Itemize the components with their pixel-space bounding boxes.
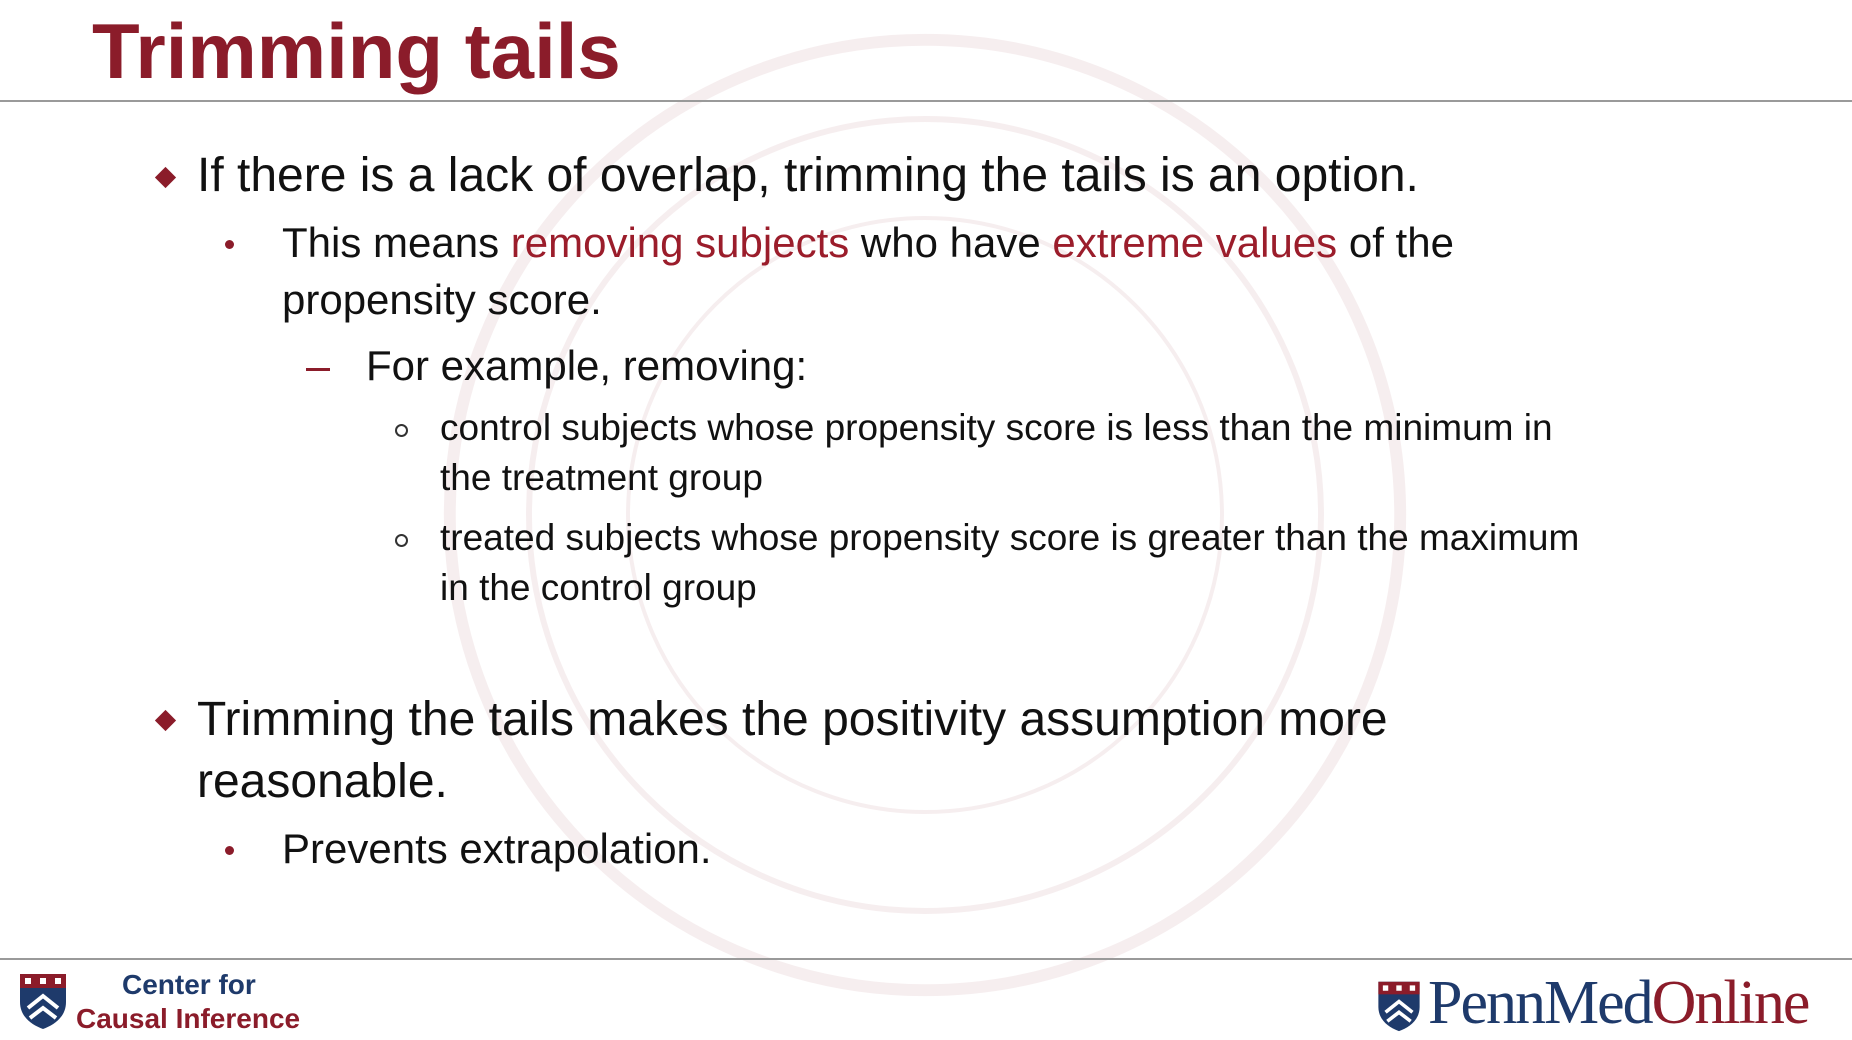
bullet-1-sub-line-2: propensity score. bbox=[282, 276, 602, 323]
slide-title: Trimming tails bbox=[92, 7, 621, 95]
highlight-extreme-values: extreme values bbox=[1052, 219, 1338, 266]
pmo-part-1: PennMed bbox=[1428, 969, 1654, 1037]
dot-bullet-icon bbox=[225, 240, 234, 249]
circle-bullet-icon bbox=[395, 424, 408, 437]
sub-text-part-2: who have bbox=[849, 219, 1053, 266]
dash-bullet-icon bbox=[306, 368, 330, 371]
bullet-2-line-1: Trimming the tails makes the positivity … bbox=[197, 693, 1388, 746]
dot-bullet-icon bbox=[225, 846, 234, 855]
example-item-1-line-2: the treatment group bbox=[440, 457, 763, 498]
bullet-2-sub: Prevents extrapolation. bbox=[282, 825, 712, 872]
footer-divider bbox=[0, 958, 1852, 960]
pennmedonline-logo-text: PennMedOnline bbox=[1428, 968, 1811, 1039]
example-item-2-line-1: treated subjects whose propensity score … bbox=[440, 517, 1580, 558]
example-item-1-line-1: control subjects whose propensity score … bbox=[440, 407, 1553, 448]
example-item-2-line-2: in the control group bbox=[440, 567, 757, 608]
highlight-removing-subjects: removing subjects bbox=[510, 219, 850, 266]
title-divider bbox=[0, 100, 1852, 102]
bullet-2-line-2: reasonable. bbox=[197, 755, 448, 808]
diamond-bullet-icon bbox=[154, 166, 177, 189]
circle-bullet-icon bbox=[395, 534, 408, 547]
bullet-1-sub-line-1: This means removing subjects who have ex… bbox=[282, 219, 1454, 267]
penn-shield-icon bbox=[20, 974, 66, 1029]
pmo-part-2: Online bbox=[1651, 969, 1811, 1037]
cci-line-1: Center for bbox=[122, 969, 256, 1000]
cci-line-2: Causal Inference bbox=[76, 1002, 300, 1036]
example-heading: For example, removing: bbox=[366, 342, 808, 389]
bullet-1-text: If there is a lack of overlap, trimming … bbox=[197, 149, 1419, 202]
diamond-bullet-icon bbox=[154, 709, 177, 732]
sub-text-part-1: This means bbox=[282, 219, 511, 266]
penn-shield-icon bbox=[1378, 981, 1420, 1032]
sub-text-part-3: of the bbox=[1337, 219, 1454, 266]
cci-line-2-text: Causal Inference bbox=[76, 1003, 301, 1034]
